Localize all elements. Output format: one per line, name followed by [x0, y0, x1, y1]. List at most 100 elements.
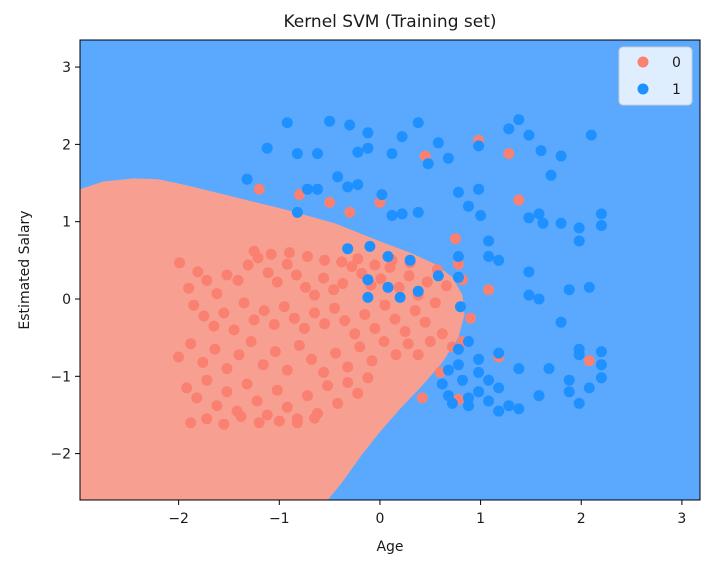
point-class-0	[324, 196, 336, 208]
point-class-1	[404, 254, 416, 266]
point-class-0	[241, 378, 253, 390]
point-class-1	[563, 374, 575, 386]
point-class-0	[271, 384, 283, 396]
point-class-0	[378, 336, 390, 347]
point-class-0	[218, 307, 230, 319]
point-class-0	[339, 315, 351, 327]
x-tick-label: 1	[476, 511, 485, 527]
point-class-0	[344, 206, 356, 218]
point-class-0	[221, 386, 233, 398]
point-class-1	[463, 400, 474, 412]
point-class-0	[253, 183, 265, 195]
point-class-0	[362, 372, 374, 384]
y-axis: −2 −1 0 1 2 3	[50, 60, 80, 463]
point-class-0	[173, 351, 185, 363]
point-class-1	[555, 217, 567, 229]
point-class-0	[271, 276, 283, 288]
point-class-1	[533, 208, 545, 220]
point-class-1	[376, 189, 388, 201]
point-class-1	[483, 395, 495, 407]
point-class-1	[595, 372, 607, 384]
x-tick-label: −1	[269, 511, 290, 527]
point-class-0	[583, 355, 595, 367]
y-tick-label: 3	[62, 60, 71, 76]
point-class-0	[281, 364, 293, 376]
point-class-0	[452, 258, 464, 270]
point-class-0	[342, 361, 354, 373]
point-class-1	[513, 363, 525, 375]
point-class-0	[346, 261, 358, 272]
point-class-0	[273, 415, 285, 427]
legend: 0 1	[618, 46, 693, 106]
point-class-0	[208, 320, 220, 332]
point-class-1	[364, 240, 376, 252]
point-class-1	[281, 117, 293, 129]
point-class-1	[523, 212, 535, 224]
point-class-0	[369, 259, 381, 271]
point-class-0	[309, 289, 320, 301]
point-class-1	[473, 140, 485, 152]
point-class-0	[238, 297, 250, 309]
point-class-1	[537, 217, 549, 229]
point-class-0	[337, 278, 349, 289]
point-class-1	[533, 390, 545, 402]
point-class-0	[421, 276, 433, 288]
point-class-0	[221, 363, 233, 375]
legend-label-0: 0	[672, 55, 681, 71]
point-class-1	[463, 336, 474, 347]
chart-title: Kernel SVM (Training set)	[283, 12, 496, 32]
point-class-1	[503, 123, 515, 135]
point-class-0	[185, 338, 197, 350]
point-class-1	[523, 266, 535, 278]
point-class-1	[555, 316, 567, 328]
point-class-0	[349, 328, 361, 340]
point-class-1	[463, 200, 474, 212]
point-class-1	[483, 235, 495, 247]
point-class-0	[288, 312, 300, 324]
point-class-0	[262, 267, 274, 279]
x-tick-label: 0	[375, 511, 384, 527]
point-class-0	[465, 312, 476, 324]
point-class-1	[583, 382, 595, 394]
point-class-0	[328, 284, 340, 296]
point-class-0	[309, 412, 320, 424]
point-class-1	[446, 397, 458, 409]
point-class-0	[268, 319, 280, 330]
point-class-1	[396, 208, 408, 220]
point-class-1	[362, 291, 374, 303]
point-class-1	[312, 148, 323, 160]
point-class-1	[595, 208, 607, 220]
point-class-0	[298, 322, 310, 334]
point-class-1	[563, 284, 575, 296]
point-class-0	[291, 417, 303, 429]
point-class-1	[523, 129, 535, 141]
point-class-0	[257, 359, 269, 371]
point-class-0	[242, 259, 254, 271]
point-class-0	[228, 324, 240, 336]
point-class-1	[362, 127, 374, 139]
point-class-1	[352, 146, 364, 158]
y-axis-label: Estimated Salary	[17, 210, 33, 329]
plot-frame	[79, 39, 701, 501]
legend-marker-1	[637, 83, 649, 95]
y-tick-label: 0	[62, 292, 71, 308]
point-class-1	[513, 403, 525, 415]
point-class-1	[432, 270, 444, 282]
point-class-1	[452, 343, 464, 355]
point-class-0	[201, 413, 213, 425]
point-class-1	[344, 119, 356, 131]
point-class-0	[198, 310, 210, 322]
point-class-0	[183, 282, 195, 294]
legend-marker-0	[637, 56, 649, 68]
point-class-1	[342, 181, 354, 193]
point-class-0	[419, 316, 431, 328]
point-class-0	[440, 280, 452, 292]
point-class-0	[366, 355, 378, 367]
point-class-1	[312, 183, 323, 195]
point-class-1	[595, 359, 607, 371]
point-class-0	[336, 256, 348, 268]
point-class-1	[475, 210, 487, 221]
point-class-0	[436, 328, 448, 340]
point-class-0	[322, 380, 334, 392]
